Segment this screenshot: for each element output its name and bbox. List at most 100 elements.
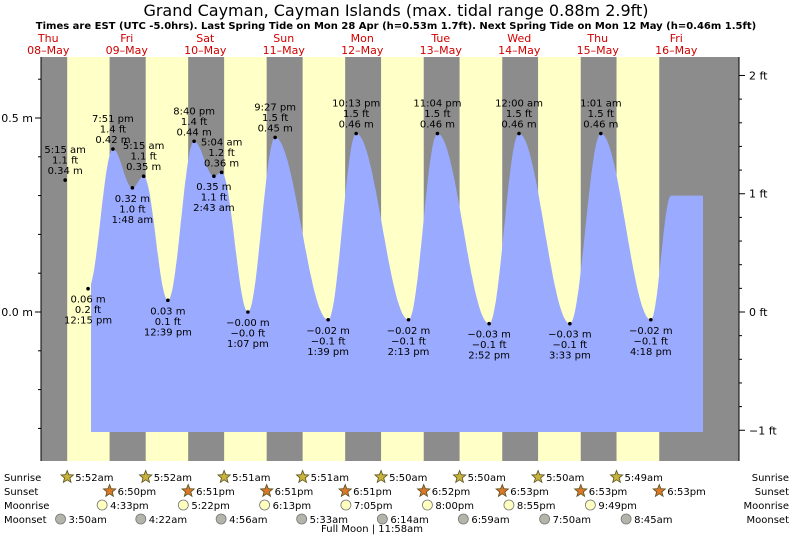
tide-label: 0.35 m	[126, 162, 161, 173]
moonset-time: 4:56am	[229, 515, 267, 526]
tide-curve-area	[91, 133, 703, 432]
sunrise-time: 5:52am	[75, 473, 113, 484]
moonset-moon-icon	[55, 513, 66, 525]
moonset-time: 5:33am	[310, 515, 348, 526]
sunset-time: 6:51pm	[353, 487, 392, 498]
day-of-week: Thu	[586, 32, 608, 45]
moonset-time: 6:59am	[471, 515, 509, 526]
sunrise-time: 5:50am	[546, 473, 584, 484]
moonset-moon-icon	[135, 513, 147, 525]
tide-label: 7:51 pm	[92, 114, 134, 125]
tide-point	[141, 174, 146, 178]
sunset-star-icon	[573, 483, 588, 498]
right-tick-label: 0 ft	[749, 306, 768, 319]
tide-label: 1.5 ft	[262, 113, 288, 124]
tide-label: 1:48 am	[112, 215, 154, 226]
tide-point	[111, 147, 115, 151]
tide-label: 1.1 ft	[201, 193, 227, 204]
tide-label: 1.4 ft	[100, 125, 126, 136]
tide-label: −0.00 m	[226, 318, 270, 329]
sunrise-time: 5:50am	[468, 473, 506, 484]
sunset-star-icon	[652, 483, 667, 498]
moonrise-time: 5:22pm	[191, 501, 230, 512]
sunset-time: 6:53pm	[510, 487, 549, 498]
chart-subtitle: Times are EST (UTC -5.0hrs). Last Spring…	[36, 21, 756, 32]
tide-label: −0.1 ft	[633, 336, 668, 347]
tide-label: 5:15 am	[123, 141, 165, 152]
sunset-star-icon	[259, 483, 274, 498]
moonset-time: 7:50am	[553, 515, 591, 526]
moonrise-moon-icon	[96, 499, 108, 511]
tide-label: −0.02 m	[306, 326, 350, 337]
moonrise-time: 6:13pm	[273, 501, 312, 512]
tide-label: 1.5 ft	[588, 109, 614, 120]
sunset-row-label: Sunset	[4, 487, 38, 498]
day-date: 10–May	[184, 44, 227, 57]
moonrise-time: 7:05pm	[354, 501, 393, 512]
moonset-row-label: Moonset	[4, 515, 47, 526]
tide-label: 0.46 m	[501, 120, 536, 131]
day-of-week: Fri	[670, 32, 683, 45]
tide-label: 0.46 m	[339, 120, 374, 131]
tide-extreme-markers	[63, 131, 653, 326]
day-date: 08–May	[27, 44, 70, 57]
tide-point	[599, 131, 603, 136]
sunrise-star-icon	[138, 469, 153, 484]
axes: 0.5 m 0.0 m 2 ft 1 ft 0 ft −1 ft	[1, 57, 777, 461]
moonset-time: 8:45am	[634, 515, 672, 526]
sunset-row-label-right: Sunset	[755, 487, 789, 498]
tide-label: 0.32 m	[115, 194, 150, 205]
day-labels: Thu08–MayFri09–MaySat10–MaySun11–MayMon1…	[27, 32, 698, 57]
moonrise-moon-icon	[177, 499, 189, 511]
day-of-week: Sun	[273, 32, 294, 45]
sunrise-star-icon	[530, 469, 546, 484]
tide-label: −0.02 m	[387, 326, 431, 337]
tide-label: 9:27 pm	[254, 102, 296, 113]
sunrise-time: 5:51am	[311, 473, 349, 484]
tide-label: −0.1 ft	[311, 336, 346, 347]
tide-label: −0.1 ft	[472, 340, 507, 351]
tide-label: 11:04 pm	[413, 99, 461, 110]
tide-label: 1.0 ft	[119, 204, 145, 215]
tide-point	[435, 131, 440, 136]
day-of-week: Mon	[351, 32, 374, 45]
day-date: 14–May	[498, 44, 541, 57]
tide-point	[326, 317, 330, 322]
tide-label: 10:13 pm	[332, 99, 380, 110]
moonrise-row-label-right: Moonrise	[744, 501, 789, 512]
moonrise-time: 8:00pm	[435, 501, 474, 512]
moonset-time: 4:22am	[149, 515, 187, 526]
day-of-week: Thu	[37, 32, 59, 45]
day-of-week: Wed	[507, 32, 531, 45]
moonset-time: 3:50am	[69, 515, 107, 526]
moonset-moon-icon	[215, 513, 227, 525]
day-of-week: Tue	[430, 32, 450, 45]
tide-label: 5:15 am	[44, 145, 86, 156]
tide-label: 12:15 pm	[64, 316, 112, 327]
moonset-moon-icon	[620, 513, 632, 525]
chart-title: Grand Cayman, Cayman Islands (max. tidal…	[143, 1, 648, 20]
tide-label: 12:39 pm	[144, 327, 192, 338]
sunrise-star-icon	[59, 469, 75, 484]
sunrise-row-label: Sunrise	[4, 473, 41, 484]
tide-point	[212, 174, 216, 178]
tide-label: 0.06 m	[70, 295, 105, 306]
tide-label: 0.45 m	[258, 123, 293, 134]
tide-point	[246, 310, 250, 314]
moonset-moon-icon	[376, 513, 388, 525]
tide-label: 0.03 m	[150, 306, 185, 317]
sunrise-time: 5:52am	[154, 473, 192, 484]
day-of-week: Fri	[120, 32, 133, 45]
tide-label: 0.2 ft	[75, 305, 101, 316]
day-date: 16–May	[655, 44, 698, 57]
sunrise-time: 5:49am	[625, 473, 663, 484]
tide-label: 2:43 am	[193, 203, 235, 214]
tide-label: 1.5 ft	[506, 109, 532, 120]
sunrise-star-icon	[373, 469, 389, 484]
sun-moon-rows: Sunrise Sunrise 5:52am 5:52am 5:51am 5:51am 5:…	[4, 469, 789, 526]
tide-label: 12:00 am	[495, 99, 543, 110]
tide-label: 0.46 m	[583, 120, 618, 131]
sunrise-time: 5:51am	[232, 473, 270, 484]
tide-point	[354, 131, 358, 136]
